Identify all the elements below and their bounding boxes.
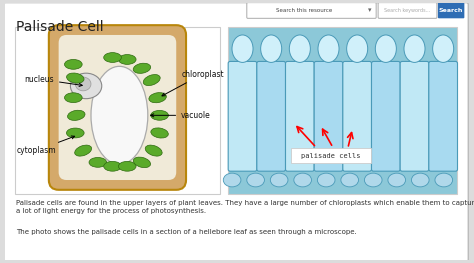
Ellipse shape	[64, 93, 82, 103]
Ellipse shape	[270, 173, 288, 187]
Ellipse shape	[66, 73, 84, 83]
Ellipse shape	[388, 173, 406, 187]
Text: The photo shows the palisade cells in a section of a hellebore leaf as seen thro: The photo shows the palisade cells in a …	[17, 229, 357, 235]
FancyBboxPatch shape	[400, 62, 429, 171]
FancyBboxPatch shape	[49, 25, 186, 190]
Text: palisade cells: palisade cells	[301, 153, 361, 159]
Ellipse shape	[318, 173, 335, 187]
Ellipse shape	[232, 35, 253, 62]
FancyBboxPatch shape	[291, 148, 371, 163]
Ellipse shape	[404, 35, 425, 62]
Ellipse shape	[66, 128, 84, 138]
FancyBboxPatch shape	[4, 3, 468, 261]
Ellipse shape	[289, 35, 310, 62]
Ellipse shape	[346, 35, 368, 62]
Ellipse shape	[64, 59, 82, 69]
Ellipse shape	[104, 53, 121, 62]
FancyBboxPatch shape	[285, 62, 314, 171]
Ellipse shape	[223, 173, 241, 187]
Ellipse shape	[247, 173, 264, 187]
Ellipse shape	[151, 110, 168, 120]
Ellipse shape	[151, 128, 168, 138]
Text: cytoplasm: cytoplasm	[17, 136, 74, 155]
Text: chloroplast: chloroplast	[162, 70, 224, 96]
Text: Palisade cells are found in the upper layers of plant leaves. They have a large : Palisade cells are found in the upper la…	[17, 200, 474, 214]
FancyBboxPatch shape	[429, 62, 457, 171]
FancyBboxPatch shape	[228, 27, 457, 194]
Text: Palisade Cell: Palisade Cell	[17, 20, 104, 34]
FancyBboxPatch shape	[15, 27, 220, 194]
FancyBboxPatch shape	[59, 35, 176, 180]
Text: vacuole: vacuole	[151, 111, 211, 120]
FancyBboxPatch shape	[378, 3, 437, 18]
FancyBboxPatch shape	[247, 3, 376, 18]
Ellipse shape	[375, 35, 396, 62]
Ellipse shape	[68, 110, 85, 120]
FancyBboxPatch shape	[343, 62, 372, 171]
Ellipse shape	[75, 145, 91, 156]
Ellipse shape	[433, 35, 454, 62]
Text: nucleus: nucleus	[24, 75, 82, 87]
Ellipse shape	[133, 63, 151, 73]
Ellipse shape	[149, 93, 166, 103]
Ellipse shape	[143, 74, 160, 85]
Ellipse shape	[71, 73, 102, 99]
Text: Search: Search	[438, 8, 463, 13]
Ellipse shape	[261, 35, 282, 62]
Ellipse shape	[145, 145, 162, 156]
Text: Search this resource: Search this resource	[275, 8, 332, 13]
FancyBboxPatch shape	[372, 62, 400, 171]
Ellipse shape	[294, 173, 311, 187]
Ellipse shape	[365, 173, 382, 187]
Ellipse shape	[75, 77, 91, 91]
Ellipse shape	[118, 161, 136, 171]
Ellipse shape	[118, 54, 136, 64]
Ellipse shape	[341, 173, 358, 187]
Ellipse shape	[435, 173, 453, 187]
FancyBboxPatch shape	[228, 62, 257, 171]
Ellipse shape	[104, 161, 121, 171]
Ellipse shape	[411, 173, 429, 187]
Ellipse shape	[133, 157, 151, 168]
Ellipse shape	[89, 158, 107, 167]
FancyBboxPatch shape	[257, 62, 285, 171]
Ellipse shape	[91, 66, 148, 164]
FancyBboxPatch shape	[438, 3, 465, 18]
Text: Search keywords...: Search keywords...	[384, 8, 430, 13]
FancyBboxPatch shape	[314, 62, 343, 171]
Text: ▾: ▾	[367, 7, 371, 13]
Ellipse shape	[318, 35, 339, 62]
